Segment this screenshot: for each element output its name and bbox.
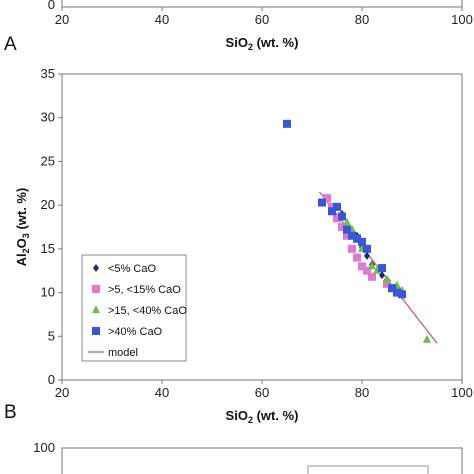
legend-label: >15, <40% CaO [108, 305, 187, 317]
bottom-plot-frame [61, 447, 463, 474]
x-axis-label: SiO2 (wt. %) [226, 408, 299, 425]
x-tick-label: 80 [355, 385, 369, 400]
y-axis-ticks: 0 5 10 15 20 25 30 35 [41, 66, 62, 387]
y-tick-label: 25 [41, 153, 55, 168]
x-tick-label: 20 [55, 385, 69, 400]
y-tick-label: 30 [41, 110, 55, 125]
data-point [383, 279, 391, 288]
y-tick-label: 35 [41, 66, 55, 81]
top-plot-frame [61, 0, 463, 8]
legend: <5% CaO >5, <15% CaO >15, <40% CaO >40% CaO… [81, 254, 187, 362]
x-tick-label: 40 [155, 385, 169, 400]
legend-marker [92, 305, 100, 313]
data-point [348, 231, 356, 240]
y-tick-label: 0 [48, 372, 55, 387]
legend-entries: <5% CaO >5, <15% CaO >15, <40% CaO >40% CaO… [88, 263, 187, 359]
data-point [368, 272, 376, 281]
data-point [368, 261, 376, 270]
legend-marker [92, 285, 100, 293]
legend-label: >5, <15% CaO [108, 284, 181, 296]
top-x-tick-label: 80 [355, 12, 369, 27]
data-point [348, 244, 356, 253]
y-tick-label: 20 [41, 197, 55, 212]
bottom-y-tick-label: 100 [33, 440, 55, 455]
top-x-ticks: 20 40 60 80 100 [55, 7, 473, 27]
x-tick-label: 100 [451, 385, 473, 400]
top-x-tick-label: 40 [155, 12, 169, 27]
y-axis-label: Al2O3 (wt. %) [14, 188, 31, 267]
data-points [283, 119, 431, 343]
data-point [423, 334, 431, 343]
data-point [363, 244, 371, 253]
legend-label: <5% CaO [108, 263, 156, 275]
data-point [363, 266, 371, 275]
legend-label: >40% CaO [108, 326, 163, 338]
legend-label: model [108, 347, 138, 359]
data-point [343, 231, 351, 240]
y-tick-label: 10 [41, 285, 55, 300]
data-point [333, 202, 341, 211]
panel-label-a: A [4, 34, 17, 55]
data-point [398, 290, 406, 299]
data-point [328, 202, 336, 211]
data-point [333, 214, 341, 223]
data-point [338, 212, 346, 221]
x-axis-ticks: 20 40 60 80 100 [55, 380, 473, 400]
top-x-tick-label: 100 [451, 12, 473, 27]
panel-label-b: B [4, 402, 17, 423]
data-point [343, 225, 351, 234]
y-tick-label: 5 [48, 328, 55, 343]
data-point [388, 284, 396, 293]
data-point [343, 217, 351, 226]
data-point [378, 264, 386, 273]
y-tick-label: 15 [41, 241, 55, 256]
legend-marker [93, 264, 99, 272]
data-point [323, 194, 331, 203]
data-point [328, 207, 336, 216]
legend-box [81, 254, 187, 362]
data-point [318, 198, 326, 207]
bottom-legend-fragment [307, 465, 429, 474]
top-x-tick-label: 20 [55, 12, 69, 27]
data-point [358, 262, 366, 271]
data-point [383, 274, 391, 283]
top-x-tick-label: 60 [255, 12, 269, 27]
top-y-tick-label: 0 [48, 0, 55, 12]
data-point [353, 253, 361, 262]
x-tick-label: 60 [255, 385, 269, 400]
top-panel: 0 20 40 60 80 100 SiO2 (wt. %) [48, 0, 473, 52]
data-point [338, 223, 346, 231]
data-point [283, 119, 291, 128]
data-point [393, 288, 401, 297]
data-point [364, 251, 370, 260]
legend-marker [92, 327, 100, 335]
data-point [358, 237, 366, 246]
top-x-axis-label: SiO2 (wt. %) [226, 35, 299, 52]
bottom-panel: 100 [33, 440, 463, 474]
data-point [353, 234, 361, 243]
